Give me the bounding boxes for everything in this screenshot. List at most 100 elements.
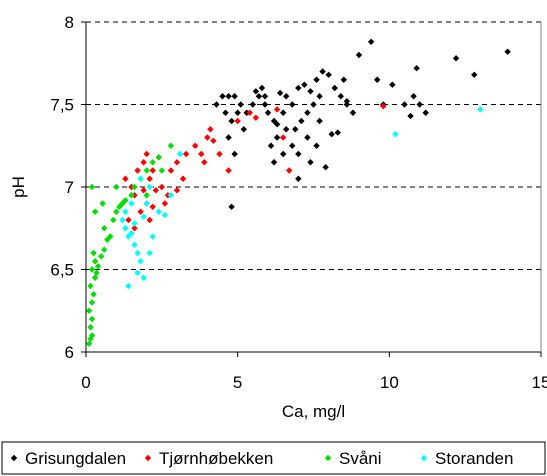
point-2-35 xyxy=(113,183,120,191)
point-3-7 xyxy=(134,269,141,276)
point-1-24 xyxy=(204,134,211,141)
legend-label-1: Tjørnhøbekken xyxy=(159,449,273,468)
point-0-0 xyxy=(213,101,220,108)
point-2-12 xyxy=(94,263,102,270)
point-1-35 xyxy=(380,102,387,110)
point-2-15 xyxy=(97,253,105,260)
point-0-15 xyxy=(258,84,266,92)
point-1-4 xyxy=(140,159,147,166)
point-3-8 xyxy=(140,274,147,281)
point-0-5 xyxy=(237,101,244,108)
point-2-4 xyxy=(88,315,96,323)
point-0-70 xyxy=(261,93,269,100)
point-0-64 xyxy=(471,71,478,78)
point-1-20 xyxy=(173,187,181,194)
point-1-5 xyxy=(143,150,150,158)
point-2-0 xyxy=(85,340,93,347)
points-layer xyxy=(85,38,511,347)
legend-label-2: Svåni xyxy=(339,449,382,468)
point-3-11 xyxy=(149,233,156,240)
point-0-10 xyxy=(231,150,238,158)
point-0-67 xyxy=(328,131,335,138)
point-0-13 xyxy=(249,101,257,108)
point-0-11 xyxy=(228,203,235,210)
x-axis-title: Ca, mg/l xyxy=(282,402,345,421)
point-0-29 xyxy=(289,142,296,149)
point-0-41 xyxy=(304,134,311,141)
point-2-37 xyxy=(158,167,166,174)
point-0-45 xyxy=(322,164,329,171)
point-0-43 xyxy=(295,150,302,158)
point-1-10 xyxy=(158,183,166,191)
point-2-10 xyxy=(88,266,96,273)
point-2-11 xyxy=(93,269,100,276)
point-2-7 xyxy=(90,291,97,298)
point-3-18 xyxy=(128,200,135,207)
point-3-20 xyxy=(176,150,184,158)
point-2-18 xyxy=(107,233,114,240)
point-2-34 xyxy=(99,200,106,207)
point-1-12 xyxy=(137,208,144,215)
point-2-14 xyxy=(90,249,97,257)
point-0-36 xyxy=(316,93,323,100)
point-2-9 xyxy=(91,274,99,281)
point-0-8 xyxy=(240,126,247,133)
point-2-32 xyxy=(91,208,99,215)
point-1-15 xyxy=(149,203,156,210)
axis-layer: 6 6,5 7 7,5 8 0 5 10 15 Ca, mg/l pH xyxy=(9,13,547,421)
point-0-61 xyxy=(407,112,414,120)
point-1-6 xyxy=(149,167,156,174)
point-0-25 xyxy=(267,142,275,149)
point-1-37 xyxy=(146,216,153,224)
point-3-23 xyxy=(477,106,484,113)
y-tick-label-1: 6,5 xyxy=(50,261,74,280)
point-2-23 xyxy=(119,200,126,207)
legend-marker-0 xyxy=(10,454,18,462)
legend-marker-3 xyxy=(420,454,428,462)
point-0-21 xyxy=(283,93,290,100)
point-0-30 xyxy=(295,84,302,92)
point-1-16 xyxy=(161,200,169,207)
point-0-37 xyxy=(310,101,317,108)
point-3-22 xyxy=(392,131,399,138)
point-1-19 xyxy=(179,175,187,182)
point-0-53 xyxy=(367,38,375,45)
point-2-16 xyxy=(101,246,108,253)
legend-marker-1 xyxy=(144,454,152,462)
point-3-9 xyxy=(125,282,132,290)
point-0-56 xyxy=(389,81,396,88)
point-0-46 xyxy=(295,175,302,182)
point-1-26 xyxy=(210,137,217,144)
point-3-24 xyxy=(122,208,129,215)
point-2-31 xyxy=(167,142,175,149)
point-3-16 xyxy=(146,183,153,191)
point-2-24 xyxy=(122,197,129,204)
point-0-51 xyxy=(349,109,357,116)
point-1-32 xyxy=(273,106,281,113)
point-0-23 xyxy=(279,109,287,116)
point-1-2 xyxy=(134,167,141,174)
point-1-25 xyxy=(207,126,214,133)
point-0-17 xyxy=(261,101,269,108)
x-tick-label-1: 5 xyxy=(233,373,242,392)
point-0-2 xyxy=(225,93,232,100)
point-3-3 xyxy=(128,230,135,237)
point-0-58 xyxy=(410,93,417,100)
point-2-2 xyxy=(88,332,96,339)
plot-layer xyxy=(86,21,542,352)
point-1-8 xyxy=(146,175,153,182)
point-0-48 xyxy=(337,93,344,100)
point-1-23 xyxy=(198,150,205,158)
point-2-19 xyxy=(101,225,108,232)
point-1-31 xyxy=(252,114,260,121)
point-0-32 xyxy=(307,88,314,95)
point-0-65 xyxy=(504,48,511,55)
point-0-35 xyxy=(325,71,332,78)
point-0-6 xyxy=(234,109,241,116)
point-0-4 xyxy=(222,109,229,116)
point-1-0 xyxy=(122,175,129,182)
point-3-12 xyxy=(140,213,147,220)
point-0-69 xyxy=(273,121,281,128)
point-0-20 xyxy=(276,89,284,97)
